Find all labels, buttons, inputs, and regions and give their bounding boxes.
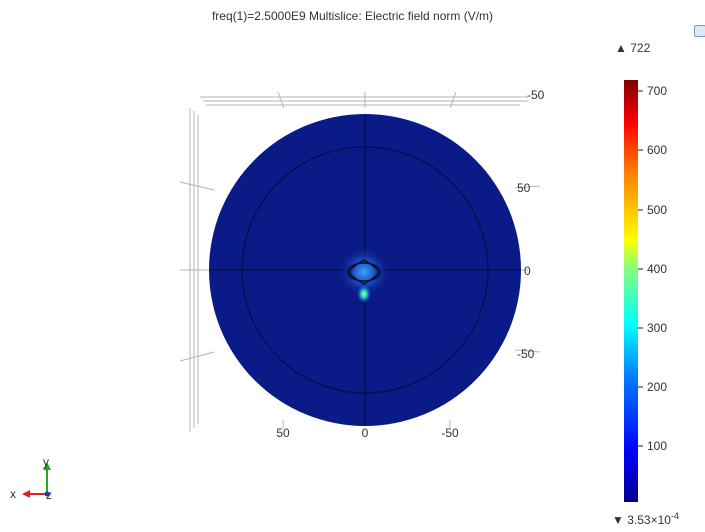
colorbar-ticks bbox=[638, 90, 643, 447]
plot-title: freq(1)=2.5000E9 Multislice: Electric fi… bbox=[211, 9, 494, 23]
colorbar-tick-label: 500 bbox=[647, 203, 667, 217]
triad-y-label: y bbox=[43, 455, 49, 469]
colorbar-min-label: ▼ 3.53×10-4 bbox=[612, 511, 679, 527]
colorbar bbox=[624, 80, 638, 502]
x-tick-label: -50 bbox=[441, 426, 459, 440]
antenna-outline bbox=[347, 259, 381, 285]
y-tick-label: 0 bbox=[524, 264, 531, 278]
x-tick-label: 50 bbox=[276, 426, 290, 440]
colorbar-tick-label: 300 bbox=[647, 321, 667, 335]
axes-triad: y x z bbox=[10, 455, 52, 502]
max-arrow-icon: ▲ bbox=[615, 41, 630, 55]
colorbar-max-label: ▲ 722 bbox=[615, 41, 651, 55]
triad-x-label: x bbox=[10, 487, 16, 501]
colorbar-tick-label: 400 bbox=[647, 262, 667, 276]
colorbar-tick-label: 200 bbox=[647, 380, 667, 394]
y-tick-label: 50 bbox=[517, 181, 531, 195]
colorbar-tick-label: 600 bbox=[647, 143, 667, 157]
triad-z-label: z bbox=[46, 488, 52, 502]
y-tick-label: -50 bbox=[527, 88, 545, 102]
window-icon[interactable] bbox=[694, 25, 705, 37]
colorbar-tick-label: 700 bbox=[647, 84, 667, 98]
bounding-frame bbox=[179, 91, 541, 432]
min-arrow-icon: ▼ bbox=[612, 513, 627, 527]
colorbar-tick-label: 100 bbox=[647, 439, 667, 453]
y-tick-label: -50 bbox=[517, 347, 535, 361]
x-tick-label: 0 bbox=[362, 426, 369, 440]
field-hotspot-glow bbox=[338, 246, 390, 298]
field-hotspot-feed bbox=[357, 285, 371, 303]
